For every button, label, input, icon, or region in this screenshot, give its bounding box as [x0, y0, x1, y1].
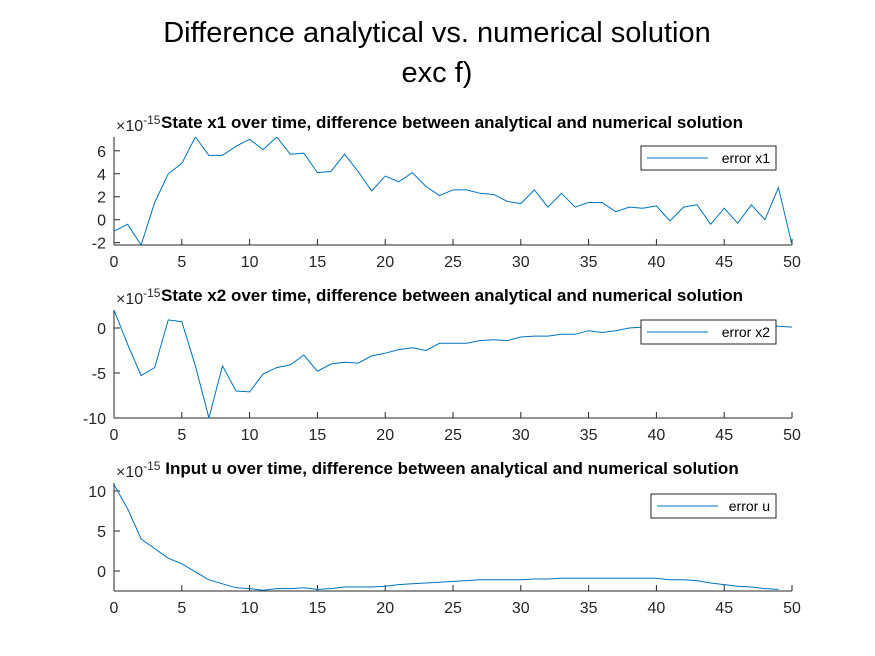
x-tick-label: 10 — [241, 600, 259, 617]
x-tick-label: 50 — [783, 254, 801, 271]
x-tick-label: 35 — [580, 254, 598, 271]
x-tick-label: 40 — [648, 600, 666, 617]
y-exponent-power: -15 — [143, 459, 161, 473]
x-tick-label: 15 — [309, 427, 327, 444]
x-tick-label: 5 — [177, 254, 186, 271]
x-tick-label: 15 — [309, 600, 327, 617]
x-tick-label: 10 — [241, 254, 259, 271]
x-tick-label: 0 — [110, 254, 119, 271]
x-tick-label: 15 — [309, 254, 327, 271]
y-tick-label: 5 — [97, 524, 106, 541]
x-tick-label: 45 — [715, 600, 733, 617]
subplot-state-x2: 0 5 10 15 20 25 30 35 40 45 50 -10 -5 0 ×10-15 State x2… — [83, 286, 801, 444]
x-tick-label: 35 — [580, 600, 598, 617]
series-line — [114, 484, 779, 591]
subplot-input-u: 0 5 10 15 20 25 30 35 40 45 50 0 5 10 ×10-15 Input u ov… — [88, 459, 801, 617]
x-tick-label: 40 — [648, 254, 666, 271]
y-exponent-power: -15 — [143, 286, 161, 300]
x-tick-label: 45 — [715, 427, 733, 444]
subplot-title: State x2 over time, difference between a… — [161, 286, 743, 305]
legend-entry: error x1 — [722, 150, 770, 166]
legend-entry: error u — [729, 498, 770, 514]
series-line — [114, 137, 792, 245]
x-tick-label: 20 — [376, 427, 394, 444]
figure-title-line1: Difference analytical vs. numerical solu… — [163, 17, 711, 49]
x-tick-label: 0 — [110, 600, 119, 617]
y-tick-label: 0 — [97, 321, 106, 338]
x-tick-label: 5 — [177, 427, 186, 444]
y-tick-label: 2 — [97, 190, 106, 207]
x-tick-label: 30 — [512, 600, 530, 617]
figure-title-line2: exc f) — [402, 57, 473, 89]
y-exponent-label: ×10-15 — [116, 459, 161, 481]
x-tick-label: 25 — [444, 427, 462, 444]
x-tick-label: 35 — [580, 427, 598, 444]
y-tick-label: 0 — [97, 564, 106, 581]
x-tick-label: 0 — [110, 427, 119, 444]
subplot-title: State x1 over time, difference between a… — [161, 113, 743, 132]
x-tick-label: 10 — [241, 427, 259, 444]
x-tick-label: 50 — [783, 427, 801, 444]
x-tick-label: 25 — [444, 254, 462, 271]
x-tick-label: 20 — [376, 600, 394, 617]
x-tick-label: 45 — [715, 254, 733, 271]
y-tick-label: 0 — [97, 213, 106, 230]
x-tick-label: 30 — [512, 254, 530, 271]
y-tick-label: 4 — [97, 167, 106, 184]
x-tick-label: 50 — [783, 600, 801, 617]
y-tick-label: -2 — [92, 236, 106, 253]
y-tick-label: 6 — [97, 144, 106, 161]
y-tick-label: -10 — [83, 411, 106, 428]
y-tick-label: 10 — [88, 484, 106, 501]
y-tick-label: -5 — [92, 366, 106, 383]
legend-entry: error x2 — [722, 324, 770, 340]
x-tick-label: 25 — [444, 600, 462, 617]
y-exponent-label: ×10-15 — [116, 286, 161, 308]
x-tick-label: 40 — [648, 427, 666, 444]
y-exponent-power: -15 — [143, 113, 161, 127]
subplot-title: Input u over time, difference between an… — [165, 459, 738, 478]
x-tick-label: 30 — [512, 427, 530, 444]
x-tick-label: 5 — [177, 600, 186, 617]
x-tick-label: 20 — [376, 254, 394, 271]
y-exponent-label: ×10-15 — [116, 113, 161, 135]
